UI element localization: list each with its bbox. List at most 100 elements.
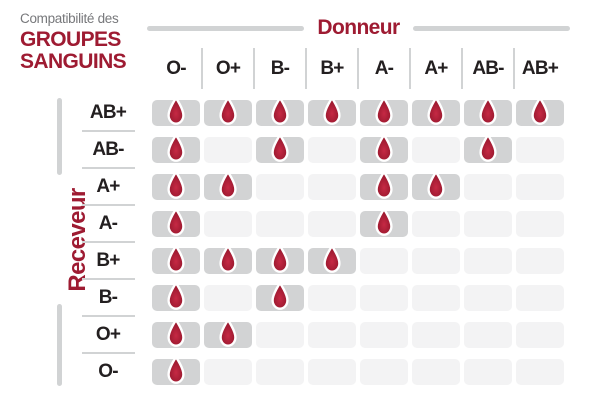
compatibility-cell bbox=[464, 133, 512, 163]
compatibility-cell bbox=[256, 359, 304, 385]
blood-drop-icon bbox=[167, 207, 185, 236]
column-divider bbox=[201, 48, 203, 89]
column-divider bbox=[305, 48, 307, 89]
compatibility-cell bbox=[516, 248, 564, 274]
compatibility-cell bbox=[152, 96, 200, 126]
compatibility-cell bbox=[464, 211, 512, 237]
blood-drop-icon bbox=[219, 319, 237, 347]
compatibility-cell bbox=[308, 359, 356, 385]
compatibility-cell bbox=[412, 137, 460, 163]
compatibility-cell bbox=[464, 359, 512, 385]
blood-drop-icon bbox=[219, 244, 237, 273]
column-divider bbox=[409, 48, 411, 89]
column-divider bbox=[513, 48, 515, 89]
compatibility-cell bbox=[204, 319, 252, 348]
blood-drop-icon bbox=[167, 96, 185, 125]
donor-type-header: B+ bbox=[320, 58, 344, 79]
receiver-type-label: A- bbox=[98, 213, 118, 234]
compatibility-cell bbox=[516, 137, 564, 163]
blood-drop-icon bbox=[167, 282, 185, 310]
blood-drop-icon bbox=[271, 282, 289, 310]
receiver-type-label: AB+ bbox=[89, 102, 127, 123]
compatibility-cell bbox=[152, 356, 200, 385]
blood-drop-icon bbox=[167, 319, 185, 347]
compatibility-cell bbox=[152, 282, 200, 311]
blood-drop-icon bbox=[167, 170, 185, 199]
compatibility-cell bbox=[308, 285, 356, 311]
donor-type-header: AB- bbox=[472, 58, 504, 79]
blood-drop-icon bbox=[427, 170, 445, 199]
blood-drop-icon bbox=[531, 96, 549, 125]
donor-axis-label: Donneur bbox=[317, 16, 400, 39]
compatibility-cell bbox=[412, 248, 460, 274]
compatibility-cell bbox=[256, 133, 304, 163]
compatibility-cell bbox=[308, 244, 356, 274]
compatibility-cell bbox=[412, 170, 460, 200]
compatibility-cell bbox=[152, 244, 200, 274]
compatibility-cell bbox=[464, 322, 512, 348]
compatibility-cell bbox=[360, 322, 408, 348]
receiver-type-label: A+ bbox=[96, 176, 120, 197]
blood-drop-icon bbox=[427, 96, 445, 125]
compatibility-cell bbox=[256, 282, 304, 311]
compatibility-cell bbox=[360, 207, 408, 237]
row-separator bbox=[82, 241, 135, 243]
compatibility-cell bbox=[308, 137, 356, 163]
compatibility-cell bbox=[204, 359, 252, 385]
compatibility-cell bbox=[204, 137, 252, 163]
chart-title-block: Compatibilité des GROUPES SANGUINS bbox=[20, 11, 127, 72]
donor-type-header: B- bbox=[270, 58, 290, 79]
blood-drop-icon bbox=[479, 96, 497, 125]
compatibility-cell bbox=[308, 174, 356, 200]
receiver-type-label: O- bbox=[98, 361, 118, 382]
compatibility-cell bbox=[256, 244, 304, 274]
compatibility-cell bbox=[516, 96, 564, 126]
compatibility-cell bbox=[152, 207, 200, 237]
compatibility-cell bbox=[360, 133, 408, 163]
donor-type-header: O+ bbox=[215, 58, 241, 79]
column-divider bbox=[461, 48, 463, 89]
donor-header-line-right bbox=[413, 26, 570, 31]
blood-drop-icon bbox=[271, 96, 289, 125]
column-divider bbox=[357, 48, 359, 89]
row-separator bbox=[82, 352, 135, 354]
donor-type-header: A+ bbox=[424, 58, 448, 79]
row-separator bbox=[82, 167, 135, 169]
compatibility-cell bbox=[256, 211, 304, 237]
compatibility-cell bbox=[464, 248, 512, 274]
blood-drop-icon bbox=[323, 96, 341, 125]
donor-type-header: A- bbox=[374, 58, 394, 79]
compatibility-cell bbox=[204, 211, 252, 237]
compatibility-cell bbox=[412, 211, 460, 237]
compatibility-cell bbox=[360, 248, 408, 274]
blood-drop-icon bbox=[375, 133, 393, 162]
compatibility-cell bbox=[360, 285, 408, 311]
blood-drop-icon bbox=[375, 96, 393, 125]
donor-type-header: AB+ bbox=[521, 58, 559, 79]
blood-drop-icon bbox=[479, 133, 497, 162]
compatibility-cell bbox=[256, 322, 304, 348]
compatibility-cell bbox=[360, 170, 408, 200]
receiver-bracket-line-top bbox=[57, 98, 62, 175]
receiver-type-label: B- bbox=[98, 287, 118, 308]
blood-drop-icon bbox=[167, 133, 185, 162]
receiver-type-label: O+ bbox=[95, 324, 121, 345]
compatibility-cell bbox=[516, 211, 564, 237]
blood-drop-icon bbox=[375, 207, 393, 236]
blood-drop-icon bbox=[167, 244, 185, 273]
blood-drop-icon bbox=[271, 133, 289, 162]
compatibility-cell bbox=[152, 170, 200, 200]
compatibility-cell bbox=[204, 285, 252, 311]
blood-drop-icon bbox=[375, 170, 393, 199]
blood-drop-icon bbox=[219, 96, 237, 125]
compatibility-cell bbox=[412, 285, 460, 311]
compatibility-cell bbox=[308, 322, 356, 348]
chart-title-line1: GROUPES bbox=[20, 28, 121, 51]
compatibility-cell bbox=[412, 96, 460, 126]
compatibility-cell bbox=[308, 96, 356, 126]
compatibility-cell bbox=[464, 96, 512, 126]
compatibility-cell bbox=[516, 285, 564, 311]
compatibility-cell bbox=[464, 174, 512, 200]
compatibility-cell bbox=[204, 96, 252, 126]
compatibility-cell bbox=[256, 174, 304, 200]
